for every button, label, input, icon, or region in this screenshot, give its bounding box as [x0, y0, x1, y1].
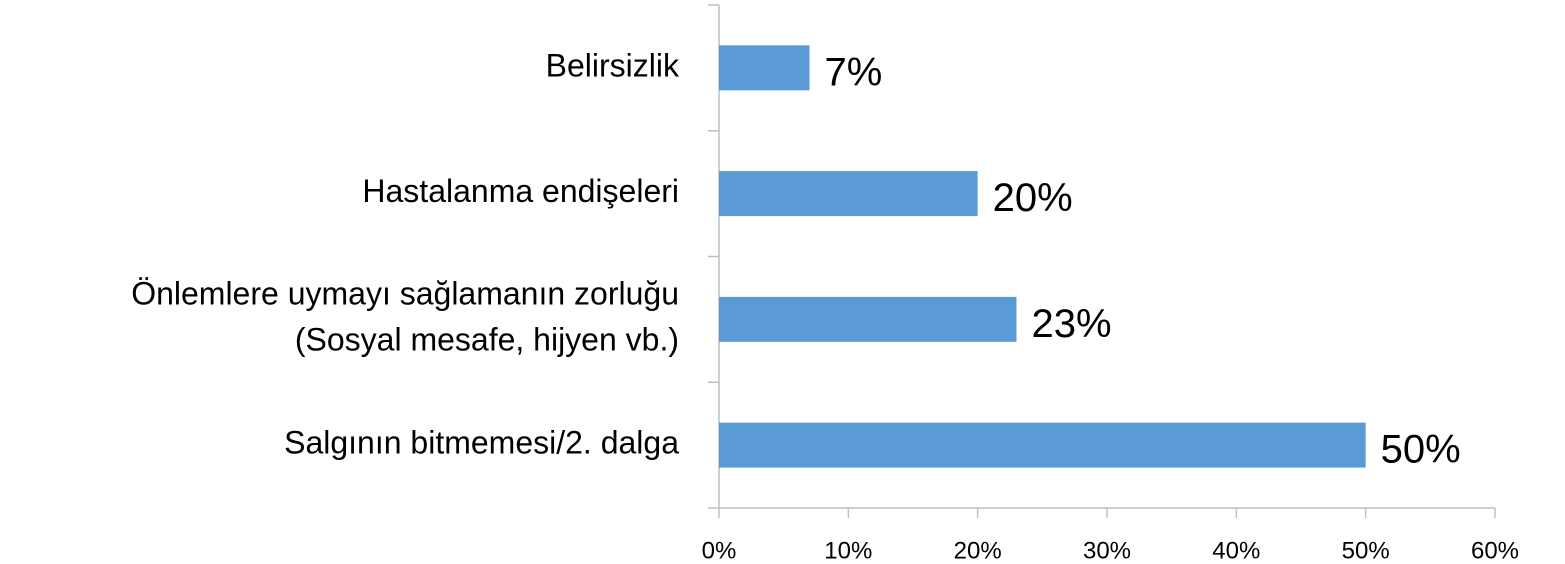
value-label: 7% [825, 50, 883, 94]
x-tick-label: 20% [954, 537, 1002, 564]
x-tick-label: 40% [1212, 537, 1260, 564]
x-tick-label: 0% [702, 537, 737, 564]
category-label: Önlemlere uymayı sağlamanın zorluğu (Sosy… [131, 276, 679, 358]
value-label: 50% [1381, 428, 1461, 472]
category-label: Belirsizlik [546, 47, 680, 83]
bar [719, 296, 1017, 342]
x-tick-label: 60% [1471, 537, 1519, 564]
bar [719, 171, 978, 217]
category-label: Hastalanma endişeleri [362, 173, 679, 209]
x-tick-label: 50% [1342, 537, 1390, 564]
value-label: 20% [993, 176, 1073, 220]
x-tick-label: 10% [824, 537, 872, 564]
value-label: 23% [1031, 302, 1111, 346]
x-tick-label: 30% [1083, 537, 1131, 564]
category-label: Salgının bitmemesi/2. dalga [284, 425, 679, 461]
bar [719, 45, 810, 91]
bar [719, 422, 1366, 468]
